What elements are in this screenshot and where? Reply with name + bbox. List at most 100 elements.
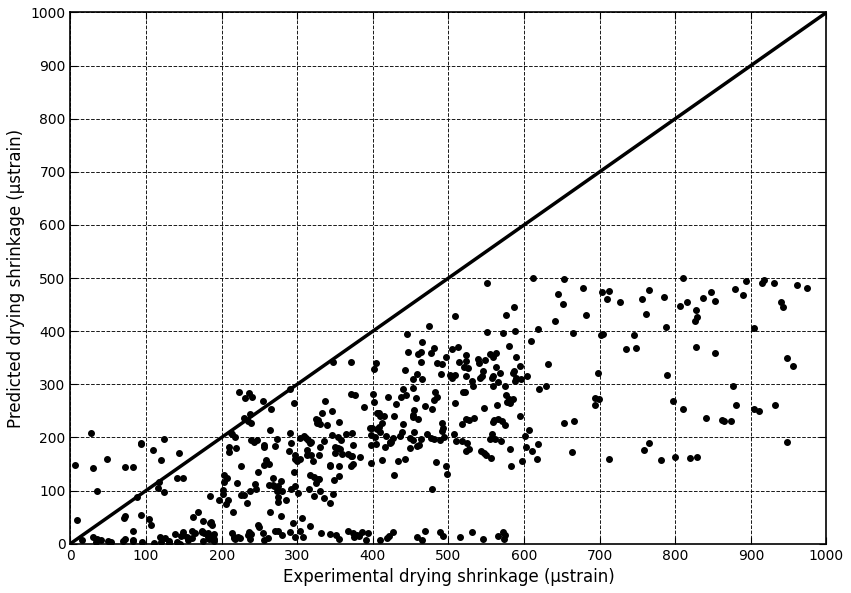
Point xyxy=(727,381,740,390)
Point xyxy=(271,526,284,535)
Point xyxy=(345,452,358,461)
Point xyxy=(311,415,324,425)
Point xyxy=(86,464,100,473)
Point xyxy=(683,453,696,463)
Point xyxy=(168,529,182,538)
Point xyxy=(203,531,217,541)
Point xyxy=(126,462,140,471)
Point xyxy=(768,400,782,409)
Point xyxy=(484,453,498,463)
Y-axis label: Predicted drying shrinkage (μstrain): Predicted drying shrinkage (μstrain) xyxy=(7,129,25,428)
Point xyxy=(323,530,337,539)
Point xyxy=(465,376,479,385)
Point xyxy=(303,522,317,531)
Point xyxy=(414,358,428,367)
Point xyxy=(454,533,467,542)
Point xyxy=(780,353,794,363)
Point xyxy=(458,387,471,397)
Point xyxy=(462,416,476,425)
Point xyxy=(321,420,334,430)
Point xyxy=(668,452,682,461)
Point xyxy=(293,433,306,443)
Point xyxy=(390,400,403,409)
Point xyxy=(89,537,103,547)
Point xyxy=(424,349,437,358)
Point xyxy=(317,493,330,503)
Point xyxy=(142,514,156,524)
Point xyxy=(346,528,360,538)
Point xyxy=(401,347,414,357)
Point xyxy=(495,416,509,426)
Point xyxy=(293,455,306,464)
Point xyxy=(403,433,417,443)
Point xyxy=(448,429,461,438)
Point xyxy=(155,455,168,465)
Point xyxy=(264,507,277,517)
Point xyxy=(186,512,199,521)
Point xyxy=(429,458,443,467)
Point xyxy=(505,461,518,471)
Point xyxy=(715,415,728,425)
Point xyxy=(191,507,205,517)
Point xyxy=(311,474,325,483)
Point xyxy=(728,285,741,294)
Point xyxy=(185,534,198,543)
Point xyxy=(526,274,540,283)
Point xyxy=(266,480,280,490)
Point xyxy=(375,455,389,464)
Point xyxy=(643,439,656,448)
Point xyxy=(356,527,369,537)
Point xyxy=(301,435,315,445)
Point xyxy=(174,532,187,541)
Point xyxy=(252,522,266,532)
Point xyxy=(146,445,160,455)
Point xyxy=(152,477,166,487)
Point xyxy=(283,384,297,394)
Point xyxy=(353,452,367,461)
Point xyxy=(427,434,441,444)
Point xyxy=(256,396,270,406)
Point xyxy=(127,536,140,546)
Point xyxy=(487,415,500,425)
Point xyxy=(294,526,307,535)
Point xyxy=(491,531,505,541)
Point xyxy=(176,473,190,483)
Point xyxy=(249,484,263,494)
Point xyxy=(306,456,319,466)
Point xyxy=(334,436,347,445)
Point xyxy=(256,528,270,538)
Point xyxy=(690,452,704,462)
Point xyxy=(364,431,378,440)
Point xyxy=(287,398,300,408)
Point xyxy=(283,528,297,537)
Point xyxy=(403,443,417,452)
Point xyxy=(496,527,510,537)
Point xyxy=(506,369,520,378)
Point xyxy=(513,411,527,420)
Point xyxy=(329,531,343,540)
Point xyxy=(117,513,130,522)
Point xyxy=(251,467,265,477)
Point xyxy=(567,328,580,337)
Point xyxy=(747,404,761,413)
Point xyxy=(380,534,394,543)
Point xyxy=(507,366,521,376)
Point xyxy=(406,412,420,421)
Point xyxy=(203,534,216,544)
Point xyxy=(382,531,396,540)
Point xyxy=(326,358,340,367)
Point xyxy=(222,442,236,452)
Point xyxy=(117,537,130,546)
Point xyxy=(226,429,239,439)
Point xyxy=(708,296,722,306)
Point xyxy=(474,446,488,455)
Point xyxy=(548,317,562,326)
Point xyxy=(180,532,193,541)
Point xyxy=(406,435,420,445)
Point xyxy=(514,374,528,384)
Point xyxy=(367,389,380,398)
Point xyxy=(690,312,704,321)
Point xyxy=(328,448,342,458)
Point xyxy=(352,531,366,541)
Point xyxy=(499,530,512,540)
